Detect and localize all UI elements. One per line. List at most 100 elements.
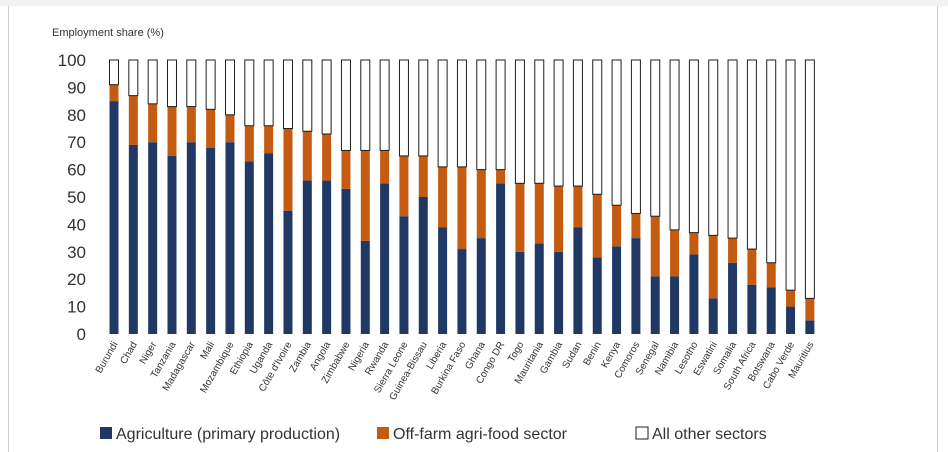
y-axis-label: Employment share (%) xyxy=(52,27,164,39)
y-tick-label: 100 xyxy=(58,51,86,70)
bar-segment-agriculture-primary-production xyxy=(708,298,718,334)
bar-segment-agriculture-primary-production xyxy=(128,144,138,334)
y-tick-label: 40 xyxy=(67,215,86,234)
bar-segment-agriculture-primary-production xyxy=(360,240,370,334)
bar-segment-off-farm-agri-food-sector xyxy=(186,106,196,143)
y-tick-label: 20 xyxy=(67,270,86,289)
bar-segment-off-farm-agri-food-sector xyxy=(592,194,602,258)
bar-segment-agriculture-primary-production xyxy=(109,101,119,334)
bar-segment-agriculture-primary-production xyxy=(573,227,583,334)
bar-segment-all-other-sectors xyxy=(128,59,139,97)
bar-segment-agriculture-primary-production xyxy=(264,153,274,334)
bar-segment-all-other-sectors xyxy=(263,59,274,127)
bar-segment-all-other-sectors xyxy=(804,59,815,299)
y-tick-label: 60 xyxy=(67,161,86,180)
bar-segment-all-other-sectors xyxy=(495,59,506,171)
bar-segment-all-other-sectors xyxy=(205,59,216,110)
bar-segment-all-other-sectors xyxy=(746,59,757,250)
legend-swatch-agriculture-primary-production xyxy=(100,427,112,439)
bar-segment-off-farm-agri-food-sector xyxy=(148,103,158,143)
y-tick-label: 10 xyxy=(67,298,86,317)
bar-segment-all-other-sectors xyxy=(650,59,661,217)
bar-segment-agriculture-primary-production xyxy=(167,155,177,334)
bar-segment-all-other-sectors xyxy=(669,59,680,231)
bar-segment-all-other-sectors xyxy=(592,59,603,195)
bar-segment-off-farm-agri-food-sector xyxy=(283,128,293,211)
bar-segment-agriculture-primary-production xyxy=(206,147,216,334)
bar-segment-all-other-sectors xyxy=(572,59,583,187)
y-tick-label: 30 xyxy=(67,243,86,262)
bar-segment-all-other-sectors xyxy=(109,59,119,86)
legend-label-off-farm-agri-food-sector: Off-farm agri-food sector xyxy=(393,426,568,443)
bar-segment-agriculture-primary-production xyxy=(225,142,235,334)
bar-segment-off-farm-agri-food-sector xyxy=(264,125,274,154)
bar-segment-off-farm-agri-food-sector xyxy=(689,232,699,255)
bar-segment-agriculture-primary-production xyxy=(186,142,196,334)
bar-segment-all-other-sectors xyxy=(534,59,545,184)
y-tick-label: 80 xyxy=(67,106,86,125)
x-tick-label: Mali xyxy=(199,340,218,361)
y-axis: 0 10 20 30 40 50 60 70 80 90 100 xyxy=(58,51,86,344)
bar-segment-all-other-sectors xyxy=(630,59,641,214)
bar-segment-agriculture-primary-production xyxy=(689,254,699,334)
bar-segment-off-farm-agri-food-sector xyxy=(728,238,738,263)
bar-segment-off-farm-agri-food-sector xyxy=(322,133,332,181)
bar-segment-agriculture-primary-production xyxy=(496,183,506,334)
bar-segment-off-farm-agri-food-sector xyxy=(612,205,622,247)
bar-segment-agriculture-primary-production xyxy=(728,262,738,334)
y-tick-label: 90 xyxy=(67,78,86,97)
bar-segment-all-other-sectors xyxy=(766,59,777,264)
bar-segment-all-other-sectors xyxy=(379,59,390,151)
bar-segment-all-other-sectors xyxy=(785,59,796,291)
bar-segment-all-other-sectors xyxy=(398,59,409,157)
x-tick-label: Sudan xyxy=(561,340,585,371)
legend-swatch-off-farm-agri-food-sector xyxy=(377,427,389,439)
bar-segment-all-other-sectors xyxy=(476,59,487,171)
bar-segment-all-other-sectors xyxy=(688,59,699,234)
bar-segment-all-other-sectors xyxy=(611,59,622,206)
bar-segment-agriculture-primary-production xyxy=(438,227,448,334)
bar-segment-agriculture-primary-production xyxy=(244,161,254,334)
bar-segment-off-farm-agri-food-sector xyxy=(496,169,506,184)
bar-segment-agriculture-primary-production xyxy=(534,243,544,334)
bar-segment-off-farm-agri-food-sector xyxy=(786,290,796,307)
bar-segment-agriculture-primary-production xyxy=(322,180,332,334)
bar-segment-off-farm-agri-food-sector xyxy=(244,125,254,162)
bar-segment-off-farm-agri-food-sector xyxy=(631,213,641,239)
bar-segment-all-other-sectors xyxy=(340,59,351,151)
bar-segment-off-farm-agri-food-sector xyxy=(515,183,525,252)
bar-segment-off-farm-agri-food-sector xyxy=(573,186,583,228)
bar-segment-agriculture-primary-production xyxy=(670,276,680,334)
bar-segment-all-other-sectors xyxy=(360,59,371,151)
bar-segment-off-farm-agri-food-sector xyxy=(341,150,351,189)
bar-segment-off-farm-agri-food-sector xyxy=(438,166,448,228)
bar-segment-off-farm-agri-food-sector xyxy=(380,150,390,184)
bar-segment-off-farm-agri-food-sector xyxy=(109,84,119,102)
bar-segment-all-other-sectors xyxy=(418,59,429,157)
bar-segment-off-farm-agri-food-sector xyxy=(670,229,680,277)
bar-segment-off-farm-agri-food-sector xyxy=(747,249,757,285)
bar-segment-all-other-sectors xyxy=(437,59,448,168)
legend-label-all-other-sectors: All other sectors xyxy=(652,426,767,443)
bar-segment-all-other-sectors xyxy=(166,59,177,108)
bar-segment-agriculture-primary-production xyxy=(302,180,312,334)
bar-segment-off-farm-agri-food-sector xyxy=(399,155,409,217)
bar-segment-all-other-sectors xyxy=(282,59,293,129)
bar-segment-agriculture-primary-production xyxy=(457,249,467,334)
y-tick-label: 70 xyxy=(67,133,86,152)
bar-segment-all-other-sectors xyxy=(302,59,313,132)
bar-segment-all-other-sectors xyxy=(186,59,197,108)
bar-segment-agriculture-primary-production xyxy=(650,276,660,334)
bar-segment-off-farm-agri-food-sector xyxy=(206,109,216,148)
bar-segment-all-other-sectors xyxy=(727,59,738,239)
bar-segment-all-other-sectors xyxy=(147,59,158,105)
y-tick-label: 50 xyxy=(67,188,86,207)
right-border xyxy=(937,6,938,452)
bar-segment-all-other-sectors xyxy=(514,59,525,184)
bar-segment-off-farm-agri-food-sector xyxy=(302,131,312,181)
x-tick-label: Burundi xyxy=(94,340,121,375)
legend-swatch-all-other-sectors xyxy=(635,426,649,440)
bar-segment-off-farm-agri-food-sector xyxy=(534,183,544,244)
